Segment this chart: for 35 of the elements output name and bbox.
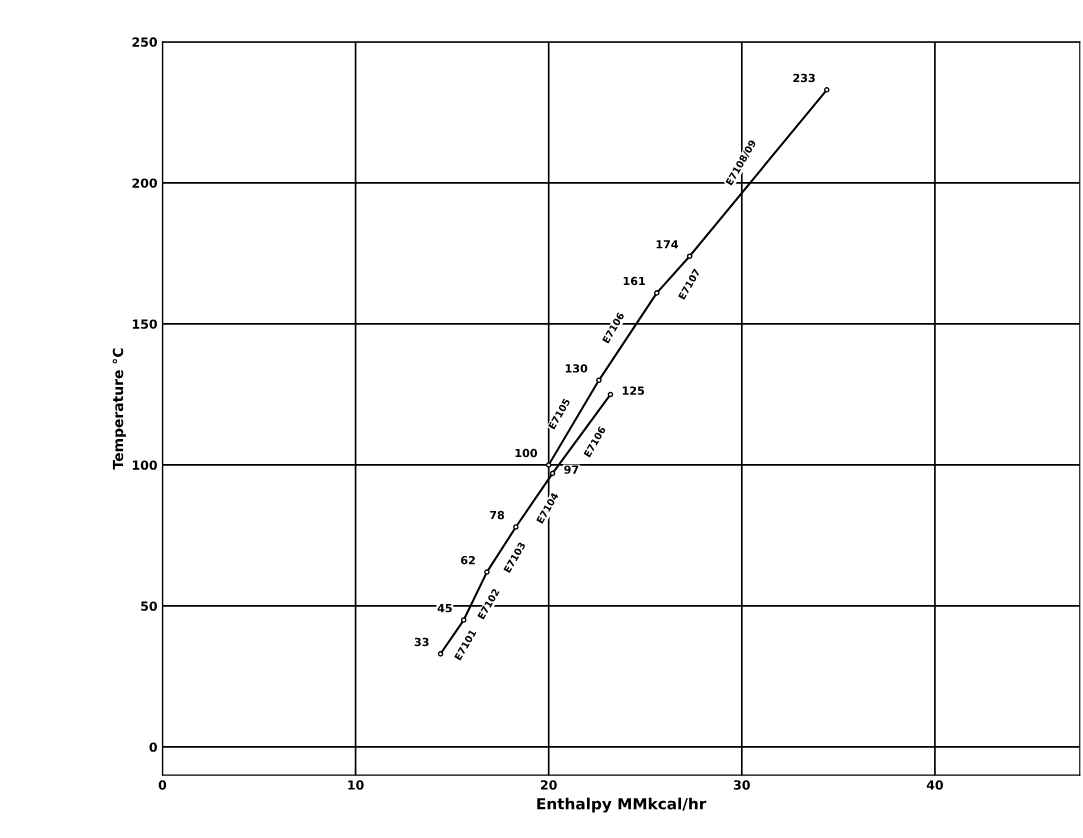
x-axis-title: Enthalpy MMkcal/hr (537, 797, 707, 813)
point (460, 617, 467, 623)
data-label: 33 (414, 637, 429, 647)
x-tick-label: 40 (926, 780, 944, 790)
y-tick-label: 50 (141, 601, 157, 611)
point (545, 462, 552, 468)
data-label: 130 (565, 364, 588, 373)
data-label: 45 (437, 604, 452, 613)
y-tick-label: 100 (132, 460, 157, 470)
data-label: 233 (793, 73, 815, 83)
y-tick-label: 250 (132, 37, 157, 47)
x-tick-label: 0 (158, 780, 167, 790)
x-tick-label: 20 (540, 780, 557, 790)
data-label: 100 (515, 448, 538, 458)
data-label: 174 (656, 240, 679, 249)
point (484, 569, 490, 575)
point (654, 290, 660, 296)
point (437, 651, 444, 657)
point (596, 377, 602, 384)
point (607, 391, 614, 398)
point (823, 87, 830, 93)
data-label: 125 (622, 386, 645, 395)
y-tick-label: 0 (149, 742, 157, 752)
point (549, 470, 556, 477)
y-tick-label: 200 (132, 178, 157, 188)
point (513, 524, 519, 530)
y-tick-label: 150 (132, 319, 157, 329)
data-label: 62 (461, 555, 475, 565)
y-axis-title: Temperature °C (112, 348, 126, 470)
point (686, 253, 693, 260)
data-label: 97 (564, 465, 579, 474)
x-tick-label: 10 (348, 780, 364, 790)
data-label: 161 (623, 276, 645, 286)
x-tick-label: 30 (733, 780, 750, 790)
data-label: 78 (490, 510, 505, 520)
